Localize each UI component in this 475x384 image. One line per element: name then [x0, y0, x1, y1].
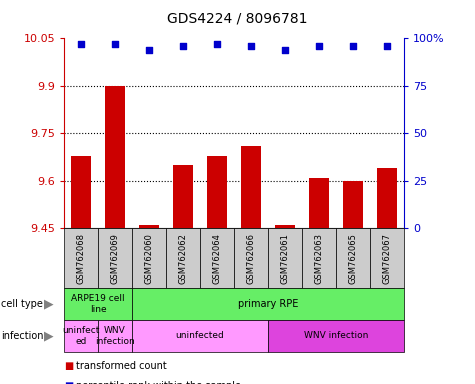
- Text: uninfected: uninfected: [176, 331, 224, 340]
- Text: primary RPE: primary RPE: [238, 299, 298, 309]
- Text: transformed count: transformed count: [76, 361, 167, 371]
- Text: GSM762065: GSM762065: [348, 233, 357, 284]
- Text: GSM762066: GSM762066: [247, 233, 256, 284]
- Point: [77, 41, 85, 47]
- Bar: [377, 168, 397, 228]
- Text: ■: ■: [64, 381, 73, 384]
- Text: GSM762063: GSM762063: [314, 233, 323, 284]
- Text: GSM762067: GSM762067: [382, 233, 391, 284]
- Text: GSM762061: GSM762061: [280, 233, 289, 284]
- Point: [213, 41, 221, 47]
- Bar: [105, 86, 125, 228]
- Text: GSM762068: GSM762068: [76, 233, 86, 284]
- Point: [145, 47, 153, 53]
- Text: GSM762060: GSM762060: [144, 233, 153, 284]
- Text: GSM762069: GSM762069: [111, 233, 120, 284]
- Bar: [241, 146, 261, 228]
- Point: [179, 43, 187, 49]
- Bar: [139, 225, 159, 228]
- Text: infection: infection: [1, 331, 43, 341]
- Text: ■: ■: [64, 361, 73, 371]
- Point: [281, 47, 289, 53]
- Text: GSM762062: GSM762062: [179, 233, 188, 284]
- Text: ARPE19 cell
line: ARPE19 cell line: [71, 294, 125, 314]
- Bar: [207, 156, 227, 228]
- Bar: [71, 156, 91, 228]
- Text: ▶: ▶: [44, 329, 53, 342]
- Text: uninfect
ed: uninfect ed: [62, 326, 100, 346]
- Point: [247, 43, 255, 49]
- Text: cell type: cell type: [1, 299, 43, 309]
- Point: [349, 43, 357, 49]
- Bar: [275, 225, 295, 228]
- Bar: [309, 178, 329, 228]
- Point: [383, 43, 390, 49]
- Point: [111, 41, 119, 47]
- Point: [315, 43, 323, 49]
- Text: GSM762064: GSM762064: [212, 233, 221, 284]
- Bar: [173, 165, 193, 228]
- Text: WNV
infection: WNV infection: [95, 326, 135, 346]
- Text: percentile rank within the sample: percentile rank within the sample: [76, 381, 241, 384]
- Text: GDS4224 / 8096781: GDS4224 / 8096781: [167, 12, 308, 25]
- Text: ▶: ▶: [44, 298, 53, 310]
- Text: WNV infection: WNV infection: [304, 331, 368, 340]
- Bar: [342, 181, 363, 228]
